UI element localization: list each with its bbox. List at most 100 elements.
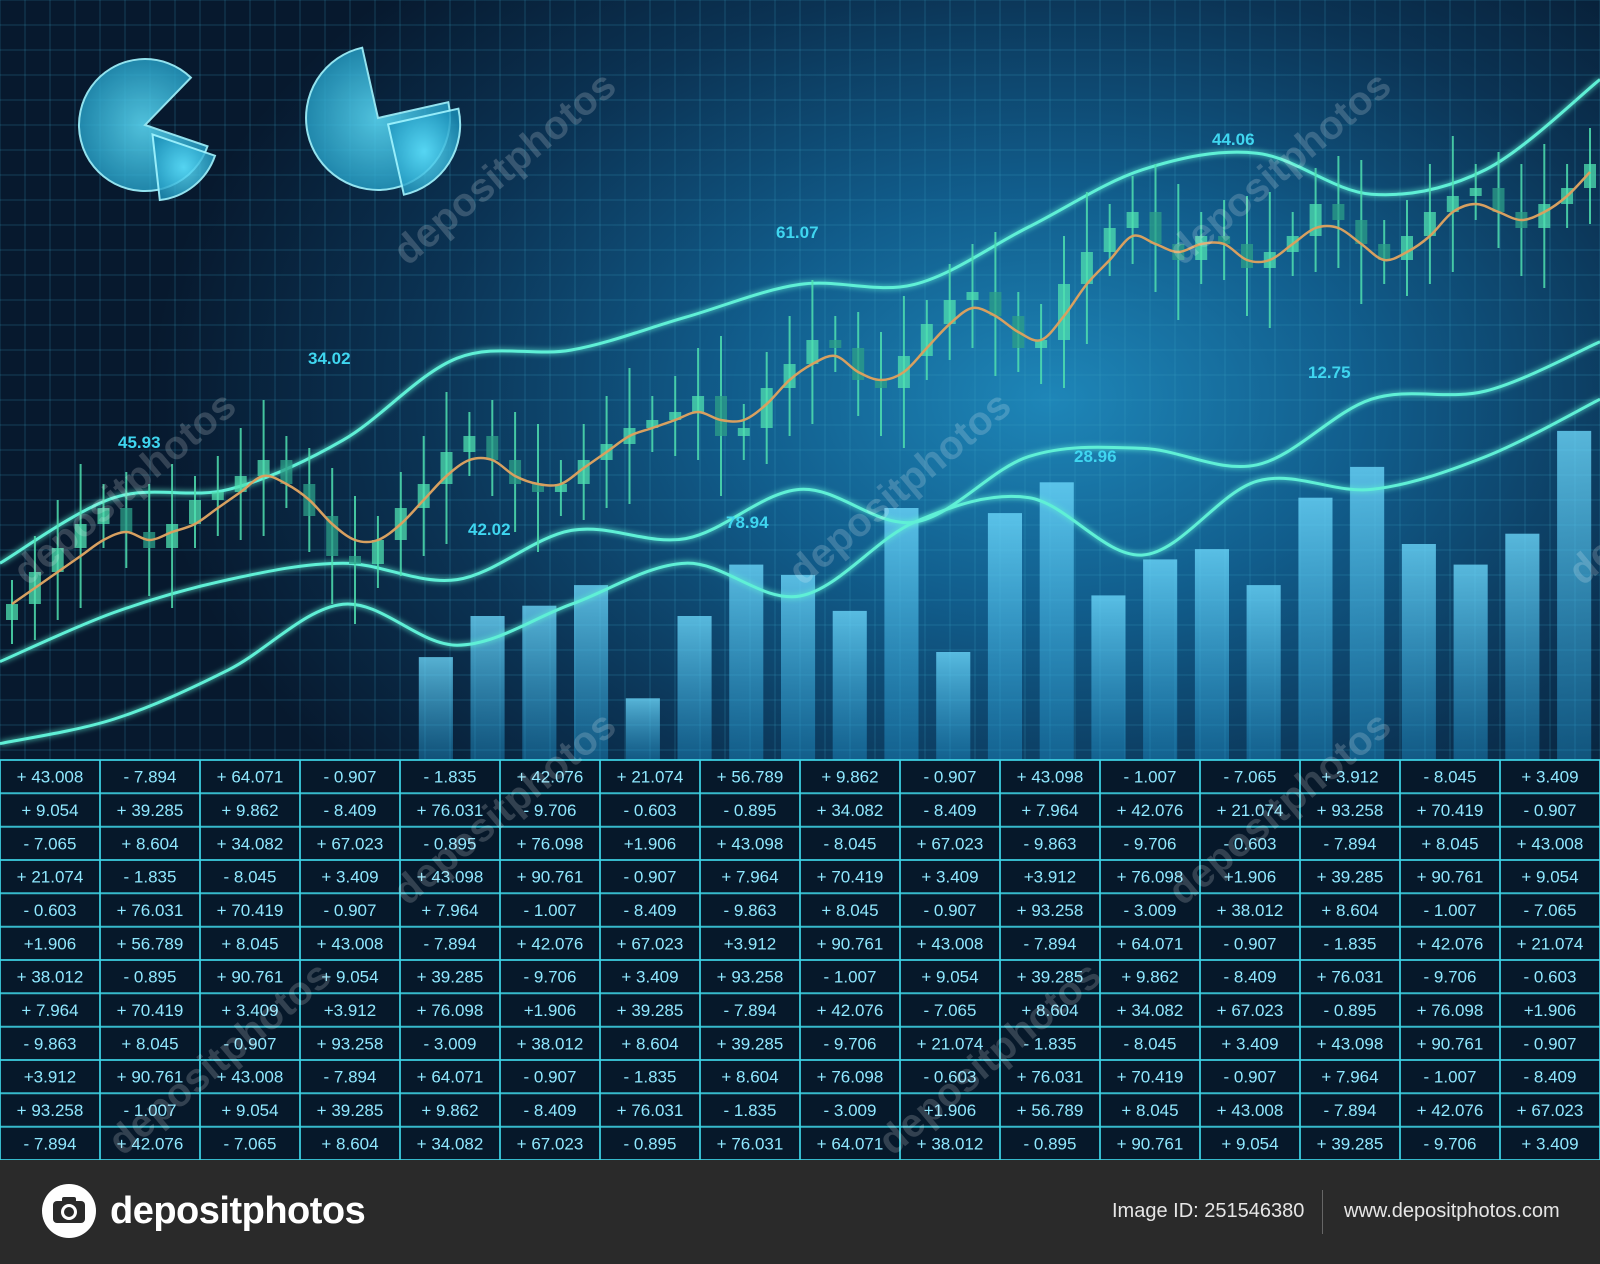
- table-cell: + 9.054: [1521, 868, 1578, 887]
- table-cell: - 1.835: [424, 768, 477, 787]
- table-cell: - 9.863: [24, 1034, 77, 1053]
- table-cell: - 9.706: [1124, 834, 1177, 853]
- table-cell: + 9.862: [821, 768, 878, 787]
- table-cell: + 56.789: [117, 934, 184, 953]
- table-cell: + 8.045: [221, 934, 278, 953]
- table-cell: - 0.907: [324, 901, 377, 920]
- bar-series: [418, 430, 1592, 760]
- table-cell: - 0.603: [1224, 834, 1277, 853]
- candle: [509, 412, 522, 532]
- candle: [966, 244, 979, 348]
- table-cell: + 67.023: [1517, 1101, 1584, 1120]
- table-cell: +1.906: [624, 834, 676, 853]
- table-cell: - 0.895: [424, 834, 477, 853]
- table-cell: + 43.098: [1017, 768, 1084, 787]
- candle-body: [692, 396, 705, 412]
- table-cell: - 1.007: [1424, 1068, 1477, 1087]
- candle: [74, 464, 87, 608]
- table-cell: + 67.023: [1217, 1001, 1284, 1020]
- table-cell: - 1.835: [1024, 1034, 1077, 1053]
- table-cell: + 90.761: [1417, 868, 1484, 887]
- table-cell: + 39.285: [1317, 1134, 1384, 1153]
- table-cell: + 56.789: [717, 768, 784, 787]
- table-cell: + 43.008: [217, 1068, 284, 1087]
- candle: [1058, 236, 1070, 388]
- table-cell: + 93.258: [17, 1101, 84, 1120]
- table-cell: + 70.419: [217, 901, 284, 920]
- candle-body: [1241, 244, 1253, 268]
- table-cell: + 76.098: [417, 1001, 484, 1020]
- value-label: 61.07: [776, 223, 819, 242]
- candle-body: [966, 292, 979, 300]
- table-cell: + 39.285: [717, 1034, 784, 1053]
- table-cell: + 76.098: [1417, 1001, 1484, 1020]
- brand-name: depositphotos: [110, 1189, 366, 1232]
- bar: [522, 605, 557, 760]
- table-cell: + 7.964: [1321, 1068, 1378, 1087]
- table-cell: + 9.054: [321, 968, 378, 987]
- table-cell: + 3.409: [921, 868, 978, 887]
- candle: [1423, 164, 1436, 284]
- bar: [418, 657, 453, 760]
- table-cell: + 39.285: [117, 801, 184, 820]
- candle-body: [1446, 196, 1459, 212]
- candle-body: [737, 428, 750, 436]
- table-cell: + 90.761: [1117, 1134, 1184, 1153]
- site-url[interactable]: www.depositphotos.com: [1344, 1200, 1560, 1222]
- table-cell: - 0.603: [624, 801, 677, 820]
- table-cell: + 90.761: [117, 1068, 184, 1087]
- table-cell: - 8.045: [1124, 1034, 1177, 1053]
- brand-logo[interactable]: depositphotos: [40, 1182, 366, 1240]
- bar: [574, 585, 609, 760]
- table-cell: + 21.074: [617, 768, 684, 787]
- candle-body: [532, 484, 544, 492]
- table-cell: + 34.082: [817, 801, 884, 820]
- table-cell: + 8.045: [1121, 1101, 1178, 1120]
- table-cell: + 21.074: [917, 1034, 984, 1053]
- pie-charts: [78, 46, 462, 202]
- table-cell: + 8.604: [1021, 1001, 1078, 1020]
- table-cell: +1.906: [24, 934, 76, 953]
- bar: [781, 574, 816, 760]
- candle-body: [371, 540, 384, 564]
- table-cell: + 43.008: [917, 934, 984, 953]
- table-cell: +1.906: [524, 1001, 576, 1020]
- table-cell: + 76.031: [717, 1134, 784, 1153]
- candle: [166, 464, 179, 608]
- table-cell: + 8.045: [1421, 834, 1478, 853]
- bar: [936, 652, 971, 760]
- table-cell: + 76.031: [417, 801, 484, 820]
- candle-body: [349, 556, 361, 564]
- table-cell: + 7.964: [421, 901, 478, 920]
- candle-body: [463, 436, 476, 452]
- table-cell: + 42.076: [517, 768, 584, 787]
- table-cell: + 21.074: [1217, 801, 1284, 820]
- candle-body: [1195, 236, 1208, 260]
- candle-body: [234, 476, 247, 492]
- table-cell: +3.912: [324, 1001, 376, 1020]
- candle: [1241, 196, 1253, 316]
- value-label: 44.06: [1212, 130, 1255, 149]
- table-cell: - 1.835: [624, 1068, 677, 1087]
- table-cell: - 1.007: [824, 968, 877, 987]
- table-cell: + 21.074: [1517, 934, 1584, 953]
- candle-body: [646, 420, 659, 428]
- bar: [1246, 585, 1281, 760]
- table-cell: + 43.098: [1317, 1034, 1384, 1053]
- table-cell: - 8.045: [1424, 768, 1477, 787]
- table-cell: - 9.706: [524, 801, 577, 820]
- table-cell: - 0.603: [1524, 968, 1577, 987]
- table-cell: + 8.604: [321, 1134, 378, 1153]
- table-cell: - 0.907: [924, 768, 977, 787]
- table-cell: + 34.082: [217, 834, 284, 853]
- candle: [920, 300, 933, 380]
- table-cell: + 43.008: [17, 768, 84, 787]
- bar: [832, 610, 867, 760]
- candle: [486, 400, 499, 496]
- table-cell: - 1.835: [124, 868, 177, 887]
- candle-body: [1080, 252, 1093, 284]
- candle-body: [1332, 204, 1345, 220]
- table-cell: + 7.964: [721, 868, 778, 887]
- candle-body: [1492, 188, 1505, 212]
- table-cell: + 21.074: [17, 868, 84, 887]
